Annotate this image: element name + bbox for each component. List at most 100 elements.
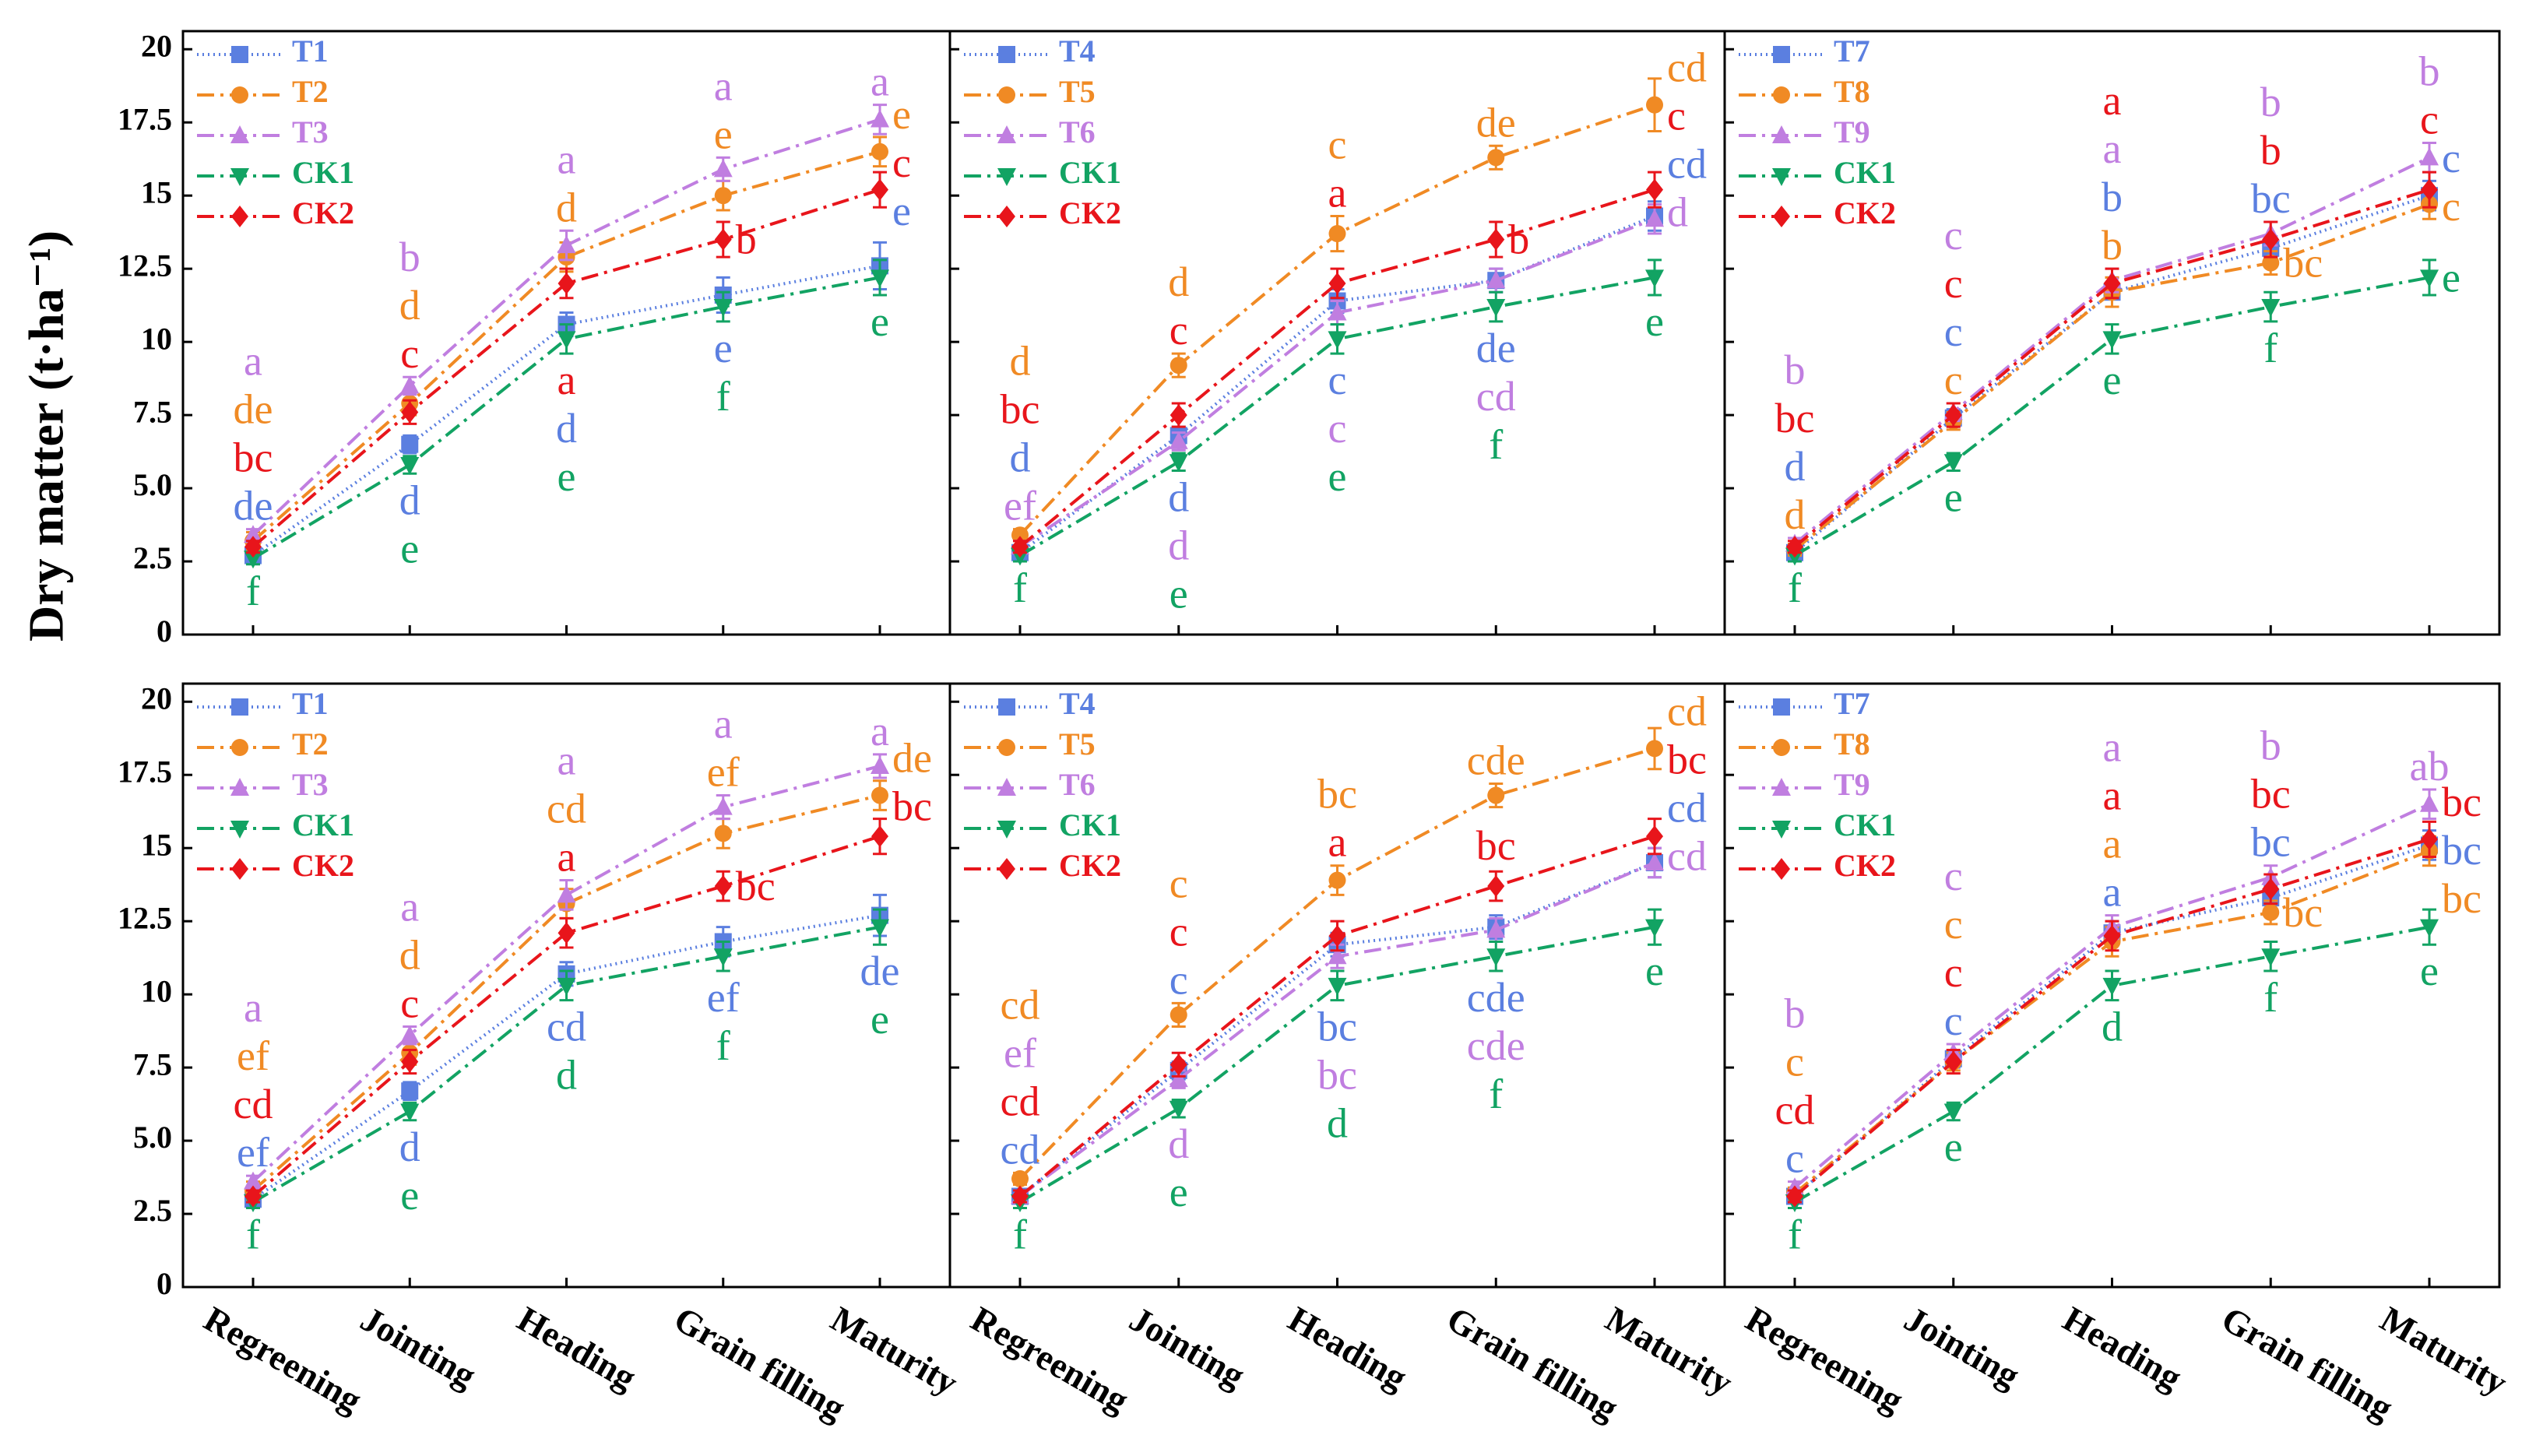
legend-marker bbox=[997, 821, 1016, 839]
significance-letter: c bbox=[1944, 997, 1963, 1044]
data-point bbox=[1487, 149, 1505, 167]
significance-letter: e bbox=[1328, 453, 1347, 500]
y-tick-label: 12.5 bbox=[118, 900, 172, 935]
series-CK1 bbox=[244, 908, 889, 1212]
legend-label: T7 bbox=[1834, 33, 1870, 69]
significance-letter: cde bbox=[1467, 974, 1525, 1021]
significance-letter: cd bbox=[1001, 981, 1040, 1028]
legend: T4 T5 T6 CK1 CK2 bbox=[964, 33, 1121, 230]
series-CK2 bbox=[1786, 820, 2438, 1208]
significance-letter: bc bbox=[1775, 395, 1815, 441]
data-point bbox=[1646, 96, 1663, 114]
data-point bbox=[1328, 871, 1346, 889]
legend-label: T5 bbox=[1059, 74, 1096, 109]
significance-letter: ef bbox=[1004, 1029, 1036, 1076]
significance-letter: d bbox=[399, 931, 420, 978]
data-point bbox=[1944, 404, 1962, 427]
significance-letter: e bbox=[1170, 571, 1188, 617]
significance-letter: c bbox=[2420, 97, 2439, 143]
significance-letter: c bbox=[1944, 308, 1963, 355]
data-point bbox=[1328, 331, 1347, 350]
legend-marker bbox=[998, 739, 1015, 756]
series-CK1 bbox=[1785, 258, 2439, 566]
significance-letter: f bbox=[1489, 421, 1503, 468]
legend-label: CK1 bbox=[292, 155, 354, 190]
y-tick-label: 0 bbox=[157, 614, 172, 649]
series-line bbox=[1793, 802, 2430, 1189]
significance-letter: d bbox=[1327, 1100, 1348, 1147]
significance-letter: c bbox=[1785, 1039, 1804, 1085]
significance-letter: a bbox=[871, 58, 889, 105]
data-point bbox=[557, 977, 576, 996]
legend-marker bbox=[998, 698, 1015, 716]
significance-letter: c bbox=[400, 330, 419, 377]
data-point bbox=[2102, 977, 2122, 996]
data-point bbox=[2421, 178, 2438, 201]
series-CK2 bbox=[1011, 171, 1663, 558]
legend-marker bbox=[231, 206, 248, 227]
data-point bbox=[713, 797, 733, 815]
significance-letter: ef bbox=[237, 1129, 269, 1176]
x-tick-label: Jointing bbox=[1898, 1299, 2026, 1396]
significance-letter: a bbox=[558, 737, 576, 784]
data-point bbox=[2262, 254, 2280, 272]
significance-letter: f bbox=[2263, 325, 2278, 371]
significance-letter: d bbox=[1667, 189, 1688, 236]
legend-label: T8 bbox=[1834, 726, 1870, 761]
legend-label: T9 bbox=[1834, 767, 1870, 802]
y-tick-label: 5.0 bbox=[133, 1120, 172, 1155]
legend-marker bbox=[998, 206, 1015, 227]
significance-letter: bc bbox=[1476, 822, 1516, 869]
significance-letter: b bbox=[399, 234, 420, 280]
legend: T7 T8 T9 CK1 CK2 bbox=[1739, 686, 1896, 883]
significance-letter: de bbox=[860, 948, 900, 994]
significance-letter: d bbox=[399, 1124, 420, 1170]
legend-marker bbox=[231, 858, 248, 880]
significance-letter: bc bbox=[2251, 819, 2291, 866]
significance-letter: f bbox=[246, 1212, 260, 1258]
x-tick-label: Maturity bbox=[1599, 1299, 1739, 1403]
significance-letter: de bbox=[234, 483, 273, 529]
series-line bbox=[1018, 861, 1655, 1198]
legend-marker bbox=[1772, 821, 1791, 839]
x-tick-label: Regreening bbox=[965, 1299, 1136, 1420]
data-point bbox=[557, 885, 576, 903]
significance-letter: cd bbox=[1001, 1126, 1040, 1173]
data-point bbox=[1328, 924, 1346, 947]
significance-letter: c bbox=[1328, 121, 1347, 167]
data-point bbox=[1943, 454, 1963, 473]
data-point bbox=[400, 456, 420, 475]
significance-letter: cd bbox=[1667, 141, 1707, 188]
legend-label: T2 bbox=[292, 726, 329, 761]
legend-label: CK2 bbox=[1834, 195, 1896, 230]
significance-letter: bc bbox=[1317, 1052, 1357, 1099]
data-point bbox=[1328, 225, 1346, 243]
significance-letter: e bbox=[1645, 948, 1664, 994]
significance-letter: c bbox=[892, 139, 911, 186]
significance-letter: f bbox=[1013, 564, 1027, 611]
significance-letter: d bbox=[399, 282, 420, 329]
legend-marker bbox=[998, 858, 1015, 880]
significance-letter: d bbox=[2102, 1004, 2123, 1050]
series-CK1 bbox=[1011, 908, 1664, 1212]
x-tick-label: Grain filling bbox=[667, 1299, 852, 1428]
data-point bbox=[2103, 272, 2121, 294]
data-point bbox=[871, 755, 889, 774]
significance-letter: b bbox=[2260, 79, 2281, 125]
series-line bbox=[1793, 276, 2430, 557]
legend-label: CK2 bbox=[1834, 848, 1896, 883]
significance-letter: d bbox=[556, 405, 577, 452]
data-point bbox=[1328, 977, 1347, 996]
series-line bbox=[1794, 925, 2430, 1204]
significance-letter: cd bbox=[1775, 1087, 1815, 1134]
significance-letter: bc bbox=[1317, 771, 1357, 818]
data-point bbox=[871, 786, 888, 804]
data-point bbox=[400, 1103, 420, 1122]
significance-letter: e bbox=[892, 91, 911, 138]
series-CK2 bbox=[244, 171, 888, 558]
legend-label: T5 bbox=[1059, 726, 1096, 761]
significance-letter: e bbox=[400, 525, 419, 571]
data-point bbox=[244, 536, 262, 558]
data-point bbox=[1786, 536, 1803, 558]
